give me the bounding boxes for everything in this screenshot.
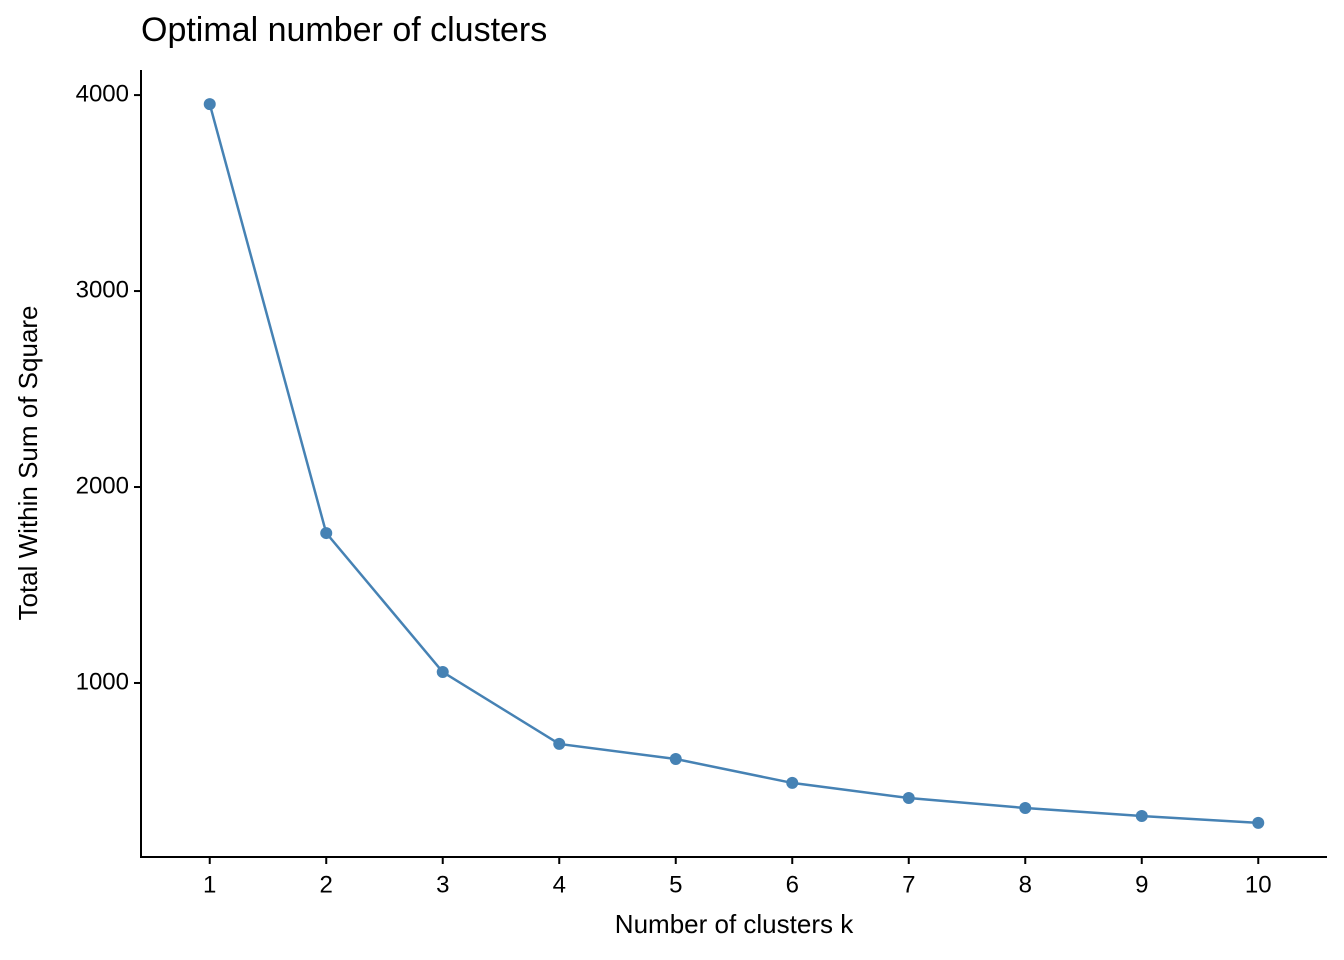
y-axis-title: Total Within Sum of Square bbox=[13, 305, 43, 620]
line bbox=[208, 103, 1259, 825]
point bbox=[553, 737, 566, 750]
x-tick-label: 1 bbox=[203, 871, 216, 898]
point bbox=[902, 792, 915, 805]
point bbox=[1019, 802, 1032, 815]
point bbox=[320, 527, 333, 540]
x-tick-label: 5 bbox=[669, 871, 682, 898]
x-tick-label: 10 bbox=[1245, 871, 1272, 898]
x-tick-label: 8 bbox=[1019, 871, 1032, 898]
y-tick-label: 2000 bbox=[76, 472, 129, 499]
point bbox=[1135, 810, 1148, 823]
y-tick-label: 1000 bbox=[76, 668, 129, 695]
x-tick-label: 4 bbox=[553, 871, 566, 898]
x-tick-label: 6 bbox=[786, 871, 799, 898]
point bbox=[669, 753, 682, 766]
x-tick-label: 9 bbox=[1135, 871, 1148, 898]
point bbox=[203, 98, 216, 111]
x-tick-label: 3 bbox=[436, 871, 449, 898]
y-tick-label: 4000 bbox=[76, 80, 129, 107]
y-tick-label: 3000 bbox=[76, 276, 129, 303]
x-axis-title: Number of clusters k bbox=[615, 909, 854, 939]
chart-title: Optimal number of clusters bbox=[141, 11, 547, 49]
x-tick-label: 2 bbox=[320, 871, 333, 898]
point bbox=[436, 666, 449, 679]
x-tick-label: 7 bbox=[902, 871, 915, 898]
point bbox=[1252, 816, 1265, 829]
point bbox=[786, 776, 799, 789]
